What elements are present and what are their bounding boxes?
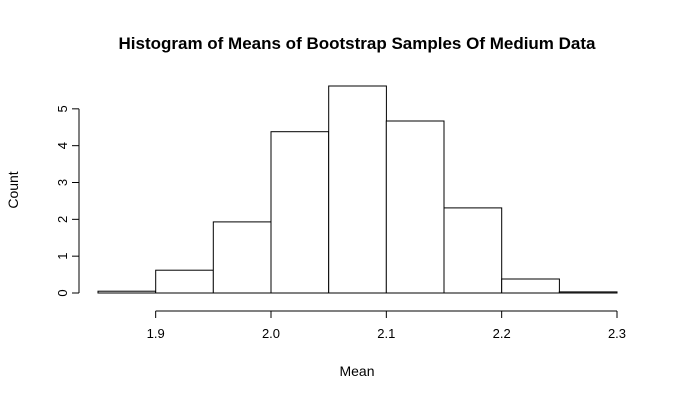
histogram-bar-0 (97, 290, 157, 294)
histogram-bar-5 (385, 120, 445, 294)
y-tick-label: 5 (55, 105, 70, 112)
x-tick-label: 2.0 (262, 326, 280, 341)
y-tick-label: 0 (55, 289, 70, 296)
histogram-bar-2 (212, 221, 272, 294)
x-tick-label: 1.9 (147, 326, 165, 341)
y-tick-label: 4 (55, 142, 70, 149)
bars-group (97, 85, 618, 294)
chart-title: Histogram of Means of Bootstrap Samples … (118, 34, 596, 53)
y-axis: 0 1 2 3 4 5 (55, 105, 80, 297)
x-tick-label: 2.2 (493, 326, 511, 341)
histogram-bar-1 (155, 269, 214, 294)
histogram-bar-3 (270, 131, 330, 294)
histogram-bar-7 (501, 278, 560, 294)
x-tick-label: 2.3 (608, 326, 626, 341)
histogram-bar-6 (443, 207, 503, 294)
x-tick-label: 2.1 (377, 326, 395, 341)
histogram-bar-4 (328, 85, 387, 294)
x-axis-label: Mean (339, 363, 374, 379)
x-axis: 1.9 2.0 2.1 2.2 2.3 (147, 310, 626, 341)
histogram-bar-8 (558, 291, 618, 294)
y-axis-label: Count (5, 171, 21, 208)
y-tick-label: 1 (55, 253, 70, 260)
y-tick-label: 2 (55, 216, 70, 223)
y-tick-label: 3 (55, 179, 70, 186)
